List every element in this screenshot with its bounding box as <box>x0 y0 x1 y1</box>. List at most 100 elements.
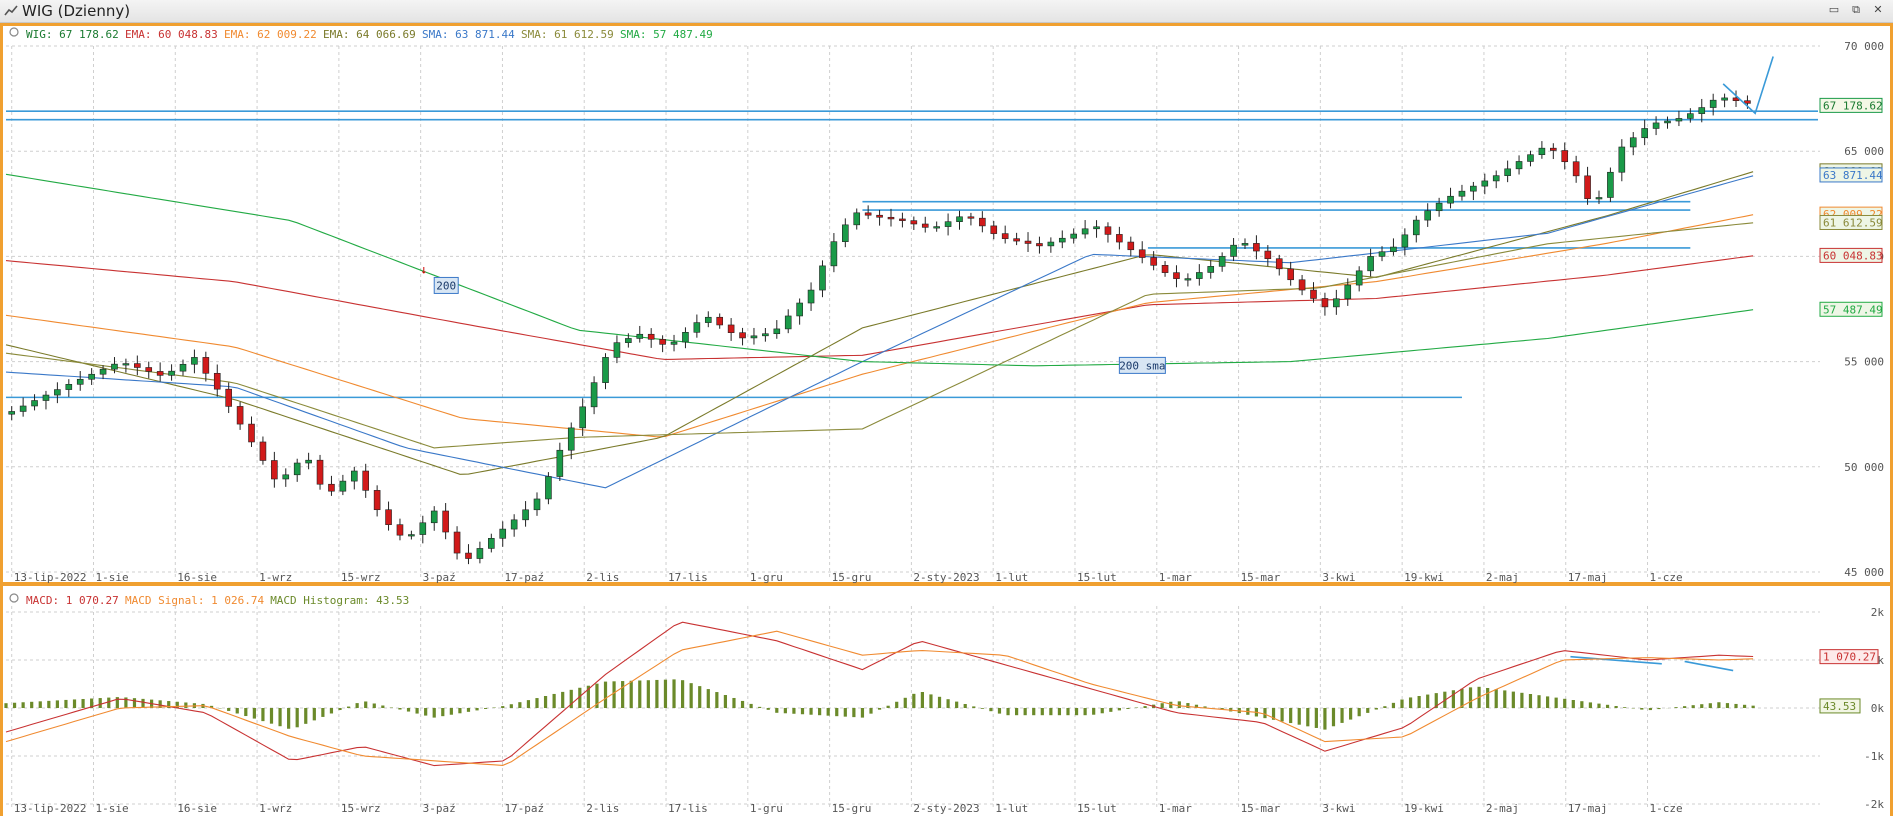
candle-body <box>1629 137 1637 148</box>
macd-histogram-bar <box>818 708 822 716</box>
price-settings-icon[interactable] <box>9 27 19 37</box>
candle-body <box>191 357 198 365</box>
macd-x-tick: 15-lut <box>1077 802 1117 815</box>
macd-histogram-bar <box>1503 690 1507 708</box>
divergence-line <box>1570 655 1662 665</box>
macd-value-tag: 1 070.27 <box>1823 651 1876 664</box>
macd-histogram-bar <box>47 700 51 708</box>
value-tag-label: 61 612.59 <box>1823 216 1883 229</box>
macd-histogram-bar <box>1271 708 1276 720</box>
macd-histogram-bar <box>561 691 565 708</box>
macd-histogram-bar <box>132 698 137 708</box>
price-x-tick: 15-lut <box>1077 571 1117 584</box>
macd-histogram-bar <box>1349 708 1353 720</box>
macd-histogram-bar <box>1623 707 1627 708</box>
candle-body <box>1275 258 1283 270</box>
macd-histogram-bar <box>518 702 522 708</box>
macd-histogram-bar <box>1725 703 1730 708</box>
candle-body <box>1378 251 1386 257</box>
macd-histogram-bar <box>646 680 650 708</box>
candle-body <box>1333 298 1340 308</box>
candle-body <box>659 338 666 345</box>
macd-histogram-bar <box>766 708 770 710</box>
macd-histogram-bar <box>1015 708 1019 716</box>
macd-histogram-bar <box>886 705 890 708</box>
macd-histogram-bar <box>1383 706 1387 708</box>
macd-histogram-bar <box>55 700 59 708</box>
moving-average-line <box>5 214 1754 438</box>
candle-body <box>727 324 735 333</box>
macd-histogram-bar <box>1169 701 1173 708</box>
macd-histogram-bar <box>509 704 513 708</box>
macd-histogram-bar <box>1126 708 1130 709</box>
candle-body <box>453 531 461 554</box>
macd-x-tick: 2-lis <box>586 802 619 815</box>
candle-body <box>1047 241 1055 247</box>
candle-body <box>1447 195 1454 204</box>
macd-x-tick: 16-sie <box>177 802 217 815</box>
macd-histogram-bar <box>997 708 1002 714</box>
macd-histogram-bar <box>321 708 325 717</box>
macd-histogram-bar <box>1032 708 1036 716</box>
candle-body <box>1287 268 1294 281</box>
macd-histogram-bar <box>1263 708 1267 719</box>
title-bar[interactable]: WIG (Dzienny) ▭ ⧉ ✕ <box>0 0 1893 23</box>
minimize-icon[interactable]: ▭ <box>1828 3 1840 16</box>
macd-histogram-bar <box>1297 708 1301 725</box>
candle-body <box>1070 233 1077 239</box>
price-x-tick: 16-sie <box>177 571 217 584</box>
candle-body <box>1675 118 1683 122</box>
macd-histogram-bar <box>72 699 77 708</box>
macd-histogram-bar <box>955 701 959 708</box>
macd-histogram-bar <box>629 680 633 708</box>
macd-histogram-bar <box>1366 708 1370 713</box>
candle-body <box>990 225 998 234</box>
macd-histogram-bar <box>1391 702 1396 708</box>
macd-histogram-bar <box>1177 701 1181 708</box>
macd-line <box>5 621 1754 767</box>
macd-histogram-bar <box>920 692 924 708</box>
candle-body <box>8 411 16 415</box>
macd-histogram-bar <box>1117 708 1121 711</box>
candle-body <box>1196 272 1203 279</box>
macd-histogram-bar <box>466 708 471 712</box>
macd-histogram-bar <box>158 700 162 708</box>
candle-body <box>1230 244 1237 257</box>
macd-histogram-bar <box>329 708 334 714</box>
macd-settings-icon[interactable] <box>9 593 19 603</box>
macd-histogram-bar <box>1742 704 1747 708</box>
candle-body <box>682 332 689 343</box>
macd-histogram-bar <box>1588 702 1593 708</box>
macd-histogram-bar <box>1545 696 1550 708</box>
macd-histogram-bar <box>775 708 779 713</box>
macd-x-tick: 15-mar <box>1241 802 1281 815</box>
price-legend-entry: EMA: 62 009.22 <box>224 28 317 41</box>
candle-body <box>1470 185 1477 192</box>
macd-histogram-bar <box>1066 708 1070 716</box>
macd-histogram-bar <box>501 706 505 708</box>
price-legend-entry: SMA: 63 871.44 <box>422 28 515 41</box>
candle-body <box>88 373 95 380</box>
candle-body <box>853 212 861 226</box>
macd-legend-entry: MACD: 1 070.27 <box>26 594 119 607</box>
macd-histogram-bar <box>12 702 17 708</box>
candle-body <box>1310 289 1317 299</box>
candle-body <box>1698 107 1706 114</box>
candle-body <box>76 378 84 385</box>
macd-histogram-bar <box>90 698 94 708</box>
candle-body <box>899 218 906 221</box>
macd-histogram-bar <box>1751 705 1755 708</box>
restore-icon[interactable]: ⧉ <box>1852 3 1860 16</box>
macd-histogram-bar <box>1100 708 1104 714</box>
macd-histogram-bar <box>800 708 805 715</box>
macd-histogram-bar <box>1083 708 1087 716</box>
macd-histogram-bar <box>740 700 745 708</box>
candle-body <box>1173 272 1180 279</box>
macd-histogram-bar <box>937 696 942 708</box>
candle-body <box>488 538 495 549</box>
candle-body <box>830 241 838 267</box>
close-icon[interactable]: ✕ <box>1873 3 1883 16</box>
candle-body <box>556 449 564 477</box>
sma200-box-label: 200 sma <box>1119 359 1165 372</box>
